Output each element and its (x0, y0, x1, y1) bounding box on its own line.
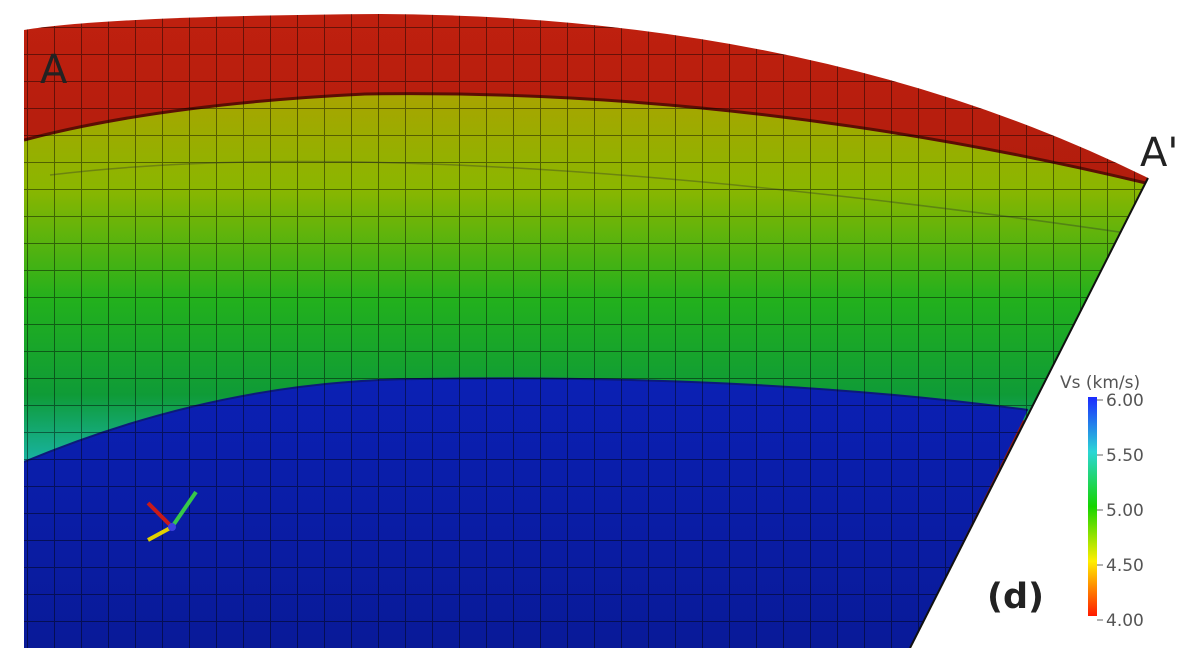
colorbar-tick-label: 4.50 (1106, 556, 1144, 576)
colorbar-tick-label: 5.50 (1106, 446, 1144, 466)
panel-label: (d) (987, 577, 1044, 617)
colorbar-tick-label: 4.00 (1106, 611, 1144, 631)
colorbar-gradient (1088, 397, 1097, 616)
section-end-label: A' (1140, 130, 1178, 176)
colorbar-title: Vs (km/s) (1060, 373, 1140, 393)
colorbar: Vs (km/s) 6.00 5.50 5.00 4.50 4.00 (1060, 373, 1144, 631)
colorbar-tick-label: 6.00 (1106, 391, 1144, 411)
axes-triad (146, 490, 198, 542)
colorbar-tick-label: 5.00 (1106, 501, 1144, 521)
mesh-right-edge (909, 177, 1149, 648)
section-start-label: A (40, 47, 68, 93)
